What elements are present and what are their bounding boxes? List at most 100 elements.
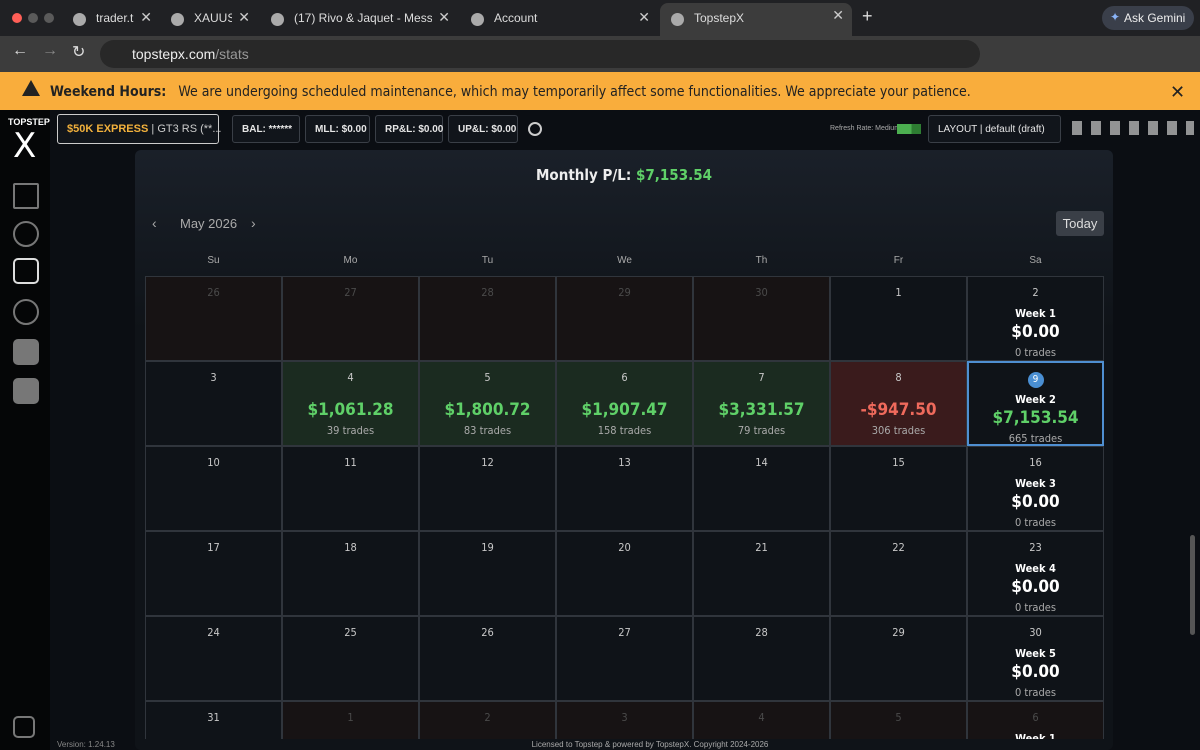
tab-close[interactable]: ✕ <box>638 9 650 25</box>
day-cell[interactable]: 2 <box>419 701 556 739</box>
tab-close[interactable]: ✕ <box>438 9 450 25</box>
trade-count: 0 trades <box>1015 346 1056 359</box>
day-cell[interactable]: 25 <box>282 616 419 701</box>
banner <box>0 72 1200 110</box>
day-number: 6 <box>621 371 628 384</box>
day-number: 4 <box>347 371 354 384</box>
day-cell[interactable]: 15 <box>830 446 967 531</box>
community-nav[interactable] <box>13 221 39 247</box>
day-cell[interactable]: 18 <box>282 531 419 616</box>
day-cell[interactable]: 7 $3,331.57 79 trades <box>693 361 830 446</box>
tab[interactable]: XAUUSD ✕ <box>160 5 258 32</box>
day-cell[interactable]: 19 <box>419 531 556 616</box>
day-number: 2 <box>484 711 491 724</box>
day-number: 10 <box>207 456 220 469</box>
sidebar <box>0 110 50 750</box>
day-cell[interactable]: 30 <box>693 276 830 361</box>
day-cell[interactable]: 29 <box>830 616 967 701</box>
day-cell[interactable]: 10 <box>145 446 282 531</box>
tab[interactable]: (17) Rivo & Jaquet - Mess Arc ✕ <box>260 5 458 32</box>
day-cell[interactable]: 4 <box>693 701 830 739</box>
reload[interactable]: ↻ <box>72 44 86 61</box>
day-cell[interactable]: 13 <box>556 446 693 531</box>
day-pnl: $3,331.57 <box>718 400 805 420</box>
day-cell[interactable]: 4 $1,061.28 39 trades <box>282 361 419 446</box>
day-cell[interactable]: 2 Week 1 $0.00 0 trades <box>967 276 1104 361</box>
logo: X <box>13 126 37 166</box>
stats-nav[interactable] <box>13 258 39 284</box>
tab[interactable]: TopstepX ✕ <box>660 3 852 36</box>
day-cell[interactable]: 30 Week 5 $0.00 0 trades <box>967 616 1104 701</box>
day-number: 5 <box>895 711 902 724</box>
tab[interactable]: Account ✕ <box>460 5 658 32</box>
day-number: 18 <box>344 541 357 554</box>
next-month[interactable]: › <box>251 215 256 231</box>
day-cell[interactable]: 22 <box>830 531 967 616</box>
today-button[interactable]: Today <box>1056 211 1104 236</box>
forward[interactable]: → <box>42 42 58 59</box>
day-cell[interactable]: 3 <box>556 701 693 739</box>
day-cell[interactable]: 23 Week 4 $0.00 0 trades <box>967 531 1104 616</box>
weekday: Sa <box>1029 255 1042 266</box>
day-cell[interactable]: 5 <box>830 701 967 739</box>
tab-close[interactable]: ✕ <box>140 9 152 25</box>
address-bar[interactable] <box>100 40 980 68</box>
trade-count: 83 trades <box>463 424 512 437</box>
day-cell[interactable]: 17 <box>145 531 282 616</box>
day-cell[interactable]: 9 Week 2 $7,153.54 665 trades <box>967 361 1104 446</box>
day-number: 8 <box>895 371 902 384</box>
back[interactable]: ← <box>12 42 28 59</box>
tab-close[interactable]: ✕ <box>832 7 844 23</box>
layout-tools[interactable] <box>1072 121 1194 135</box>
day-cell[interactable]: 1 <box>282 701 419 739</box>
minimize-window[interactable] <box>28 13 38 23</box>
day-cell[interactable]: 6 Week 1 <box>967 701 1104 739</box>
weekday: Fr <box>893 255 904 266</box>
day-number: 22 <box>892 541 905 554</box>
day-cell[interactable]: 8 -$947.50 306 trades <box>830 361 967 446</box>
day-cell[interactable]: 27 <box>556 616 693 701</box>
layout-selector[interactable]: LAYOUT | default (draft) <box>928 115 1061 143</box>
day-cell[interactable]: 27 <box>282 276 419 361</box>
day-cell[interactable]: 26 <box>145 276 282 361</box>
day-number: 28 <box>755 626 768 639</box>
weekday: Su <box>207 255 220 266</box>
close-window[interactable] <box>12 13 22 23</box>
tab-title: TopstepX <box>694 11 745 25</box>
account-selector[interactable]: $50K EXPRESS | GT3 RS (**... <box>57 114 222 144</box>
day-cell[interactable]: 29 <box>556 276 693 361</box>
settings-nav[interactable] <box>13 299 39 325</box>
banner-close[interactable]: ✕ <box>1170 82 1186 102</box>
day-cell[interactable]: 3 <box>145 361 282 446</box>
day-cell[interactable]: 12 <box>419 446 556 531</box>
weekday: We <box>617 255 632 266</box>
day-cell[interactable]: 5 $1,800.72 83 trades <box>419 361 556 446</box>
day-cell[interactable]: 24 <box>145 616 282 701</box>
logout[interactable] <box>13 716 35 738</box>
day-number: 27 <box>618 626 631 639</box>
day-number: 4 <box>758 711 765 724</box>
monthly-pl-label: Monthly P/L: <box>536 166 632 184</box>
day-cell[interactable]: 26 <box>419 616 556 701</box>
day-cell[interactable]: 11 <box>282 446 419 531</box>
info-icon[interactable] <box>528 122 542 136</box>
chart-nav[interactable] <box>13 183 39 209</box>
help-nav[interactable] <box>13 378 39 404</box>
tv-nav[interactable] <box>13 339 39 365</box>
day-cell[interactable]: 21 <box>693 531 830 616</box>
tab[interactable]: trader.tra ✕ <box>62 5 160 32</box>
day-cell[interactable]: 14 <box>693 446 830 531</box>
day-cell[interactable]: 31 <box>145 701 282 739</box>
maximize-window[interactable] <box>44 13 54 23</box>
day-cell[interactable]: 6 $1,907.47 158 trades <box>556 361 693 446</box>
prev-month[interactable]: ‹ <box>152 215 157 231</box>
day-cell[interactable]: 1 <box>830 276 967 361</box>
day-cell[interactable]: 28 <box>693 616 830 701</box>
version: Version: 1.24.13 <box>57 740 115 749</box>
tab-close[interactable]: ✕ <box>238 9 250 25</box>
ask-gemini[interactable]: Ask Gemini <box>1102 6 1194 30</box>
day-cell[interactable]: 20 <box>556 531 693 616</box>
day-cell[interactable]: 16 Week 3 $0.00 0 trades <box>967 446 1104 531</box>
day-cell[interactable]: 28 <box>419 276 556 361</box>
new-tab[interactable]: + <box>862 6 873 26</box>
